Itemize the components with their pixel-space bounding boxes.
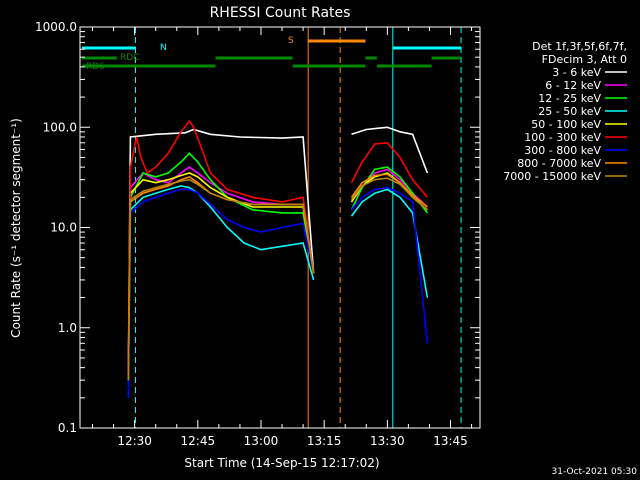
x-axis-label: Start Time (14-Sep-15 12:17:02)	[184, 456, 379, 470]
legend-entry-label: 7000 - 15000 keV	[503, 170, 601, 183]
x-tick-label: 13:00	[244, 434, 279, 448]
footer-date: 31-Oct-2021 05:30	[552, 467, 638, 477]
state-bars: N RDC RD6 S	[82, 36, 462, 72]
series-line	[127, 166, 315, 381]
legend-entry-label: 6 - 12 keV	[545, 79, 601, 92]
series-line	[127, 178, 315, 381]
state-bar-label: RD6	[86, 62, 105, 72]
series-line	[350, 173, 428, 208]
series-line	[127, 185, 315, 381]
legend-entry-label: 300 - 800 keV	[524, 144, 601, 157]
state-bar-label: S	[288, 36, 294, 46]
series-line	[350, 177, 428, 211]
legend-header-2: FDecim 3, Att 0	[542, 53, 627, 66]
series-line	[127, 119, 315, 381]
y-axis-label: Count Rate (s⁻¹ detector segment⁻¹)	[9, 118, 23, 338]
axis-ticks: 12:30 12:45 13:00 13:15 13:30 13:45 0.1 1.0 10.0…	[35, 20, 480, 448]
series-line	[350, 166, 429, 214]
series-line	[127, 152, 315, 381]
series-line	[350, 141, 429, 198]
series-line	[127, 172, 315, 381]
state-bar-label: N	[160, 43, 167, 53]
x-tick-label: 13:45	[433, 434, 468, 448]
legend-entry-label: 12 - 25 keV	[538, 92, 601, 105]
series-line	[350, 186, 429, 344]
legend-entry-label: 25 - 50 keV	[538, 105, 601, 118]
data-series	[127, 119, 429, 398]
x-tick-label: 13:15	[307, 434, 342, 448]
x-tick-label: 12:30	[117, 434, 152, 448]
y-tick-label: 10.0	[50, 221, 77, 235]
reference-lines	[79, 27, 462, 428]
series-line	[127, 188, 315, 398]
legend-entry-label: 3 - 6 keV	[552, 66, 601, 79]
series-line	[350, 188, 429, 298]
legend-entry-label: 100 - 300 keV	[524, 131, 601, 144]
legend-entry-label: 50 - 100 keV	[531, 118, 601, 131]
series-line	[127, 128, 315, 381]
legend-entry-label: 800 - 7000 keV	[517, 157, 601, 170]
y-tick-label: 1.0	[58, 321, 77, 335]
x-tick-label: 12:45	[181, 434, 216, 448]
y-tick-label: 1000.0	[35, 20, 77, 34]
y-tick-label: 0.1	[58, 421, 77, 435]
legend-header-1: Det 1f,3f,5f,6f,7f,	[532, 40, 627, 53]
x-tick-label: 13:30	[370, 434, 405, 448]
chart-title: RHESSI Count Rates	[210, 5, 351, 21]
state-bar-label: RDC	[120, 53, 139, 63]
y-tick-label: 100.0	[43, 120, 77, 134]
series-line	[351, 126, 429, 174]
legend: Det 1f,3f,5f,6f,7f, FDecim 3, Att 0 3 - …	[503, 40, 627, 183]
